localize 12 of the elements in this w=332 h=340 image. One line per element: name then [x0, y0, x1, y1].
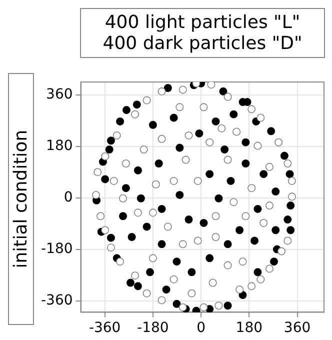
x-tick-label: 180 [236, 320, 263, 336]
y-tick-label: -180 [40, 240, 73, 257]
x-tick-label: -180 [137, 320, 169, 336]
y-tick-label: 0 [64, 189, 73, 206]
x-tick-label: -360 [88, 320, 121, 336]
y-tick-label: -360 [40, 292, 73, 308]
y-tick-label: 180 [46, 138, 73, 154]
y-axis-title: initial condition [10, 130, 32, 268]
chart-title: 400 light particles "L" 400 dark particles "D" [80, 8, 325, 58]
x-tick-label: 0 [196, 320, 206, 336]
y-tick-label: 360 [46, 86, 73, 103]
x-tick-label: 360 [284, 320, 311, 336]
